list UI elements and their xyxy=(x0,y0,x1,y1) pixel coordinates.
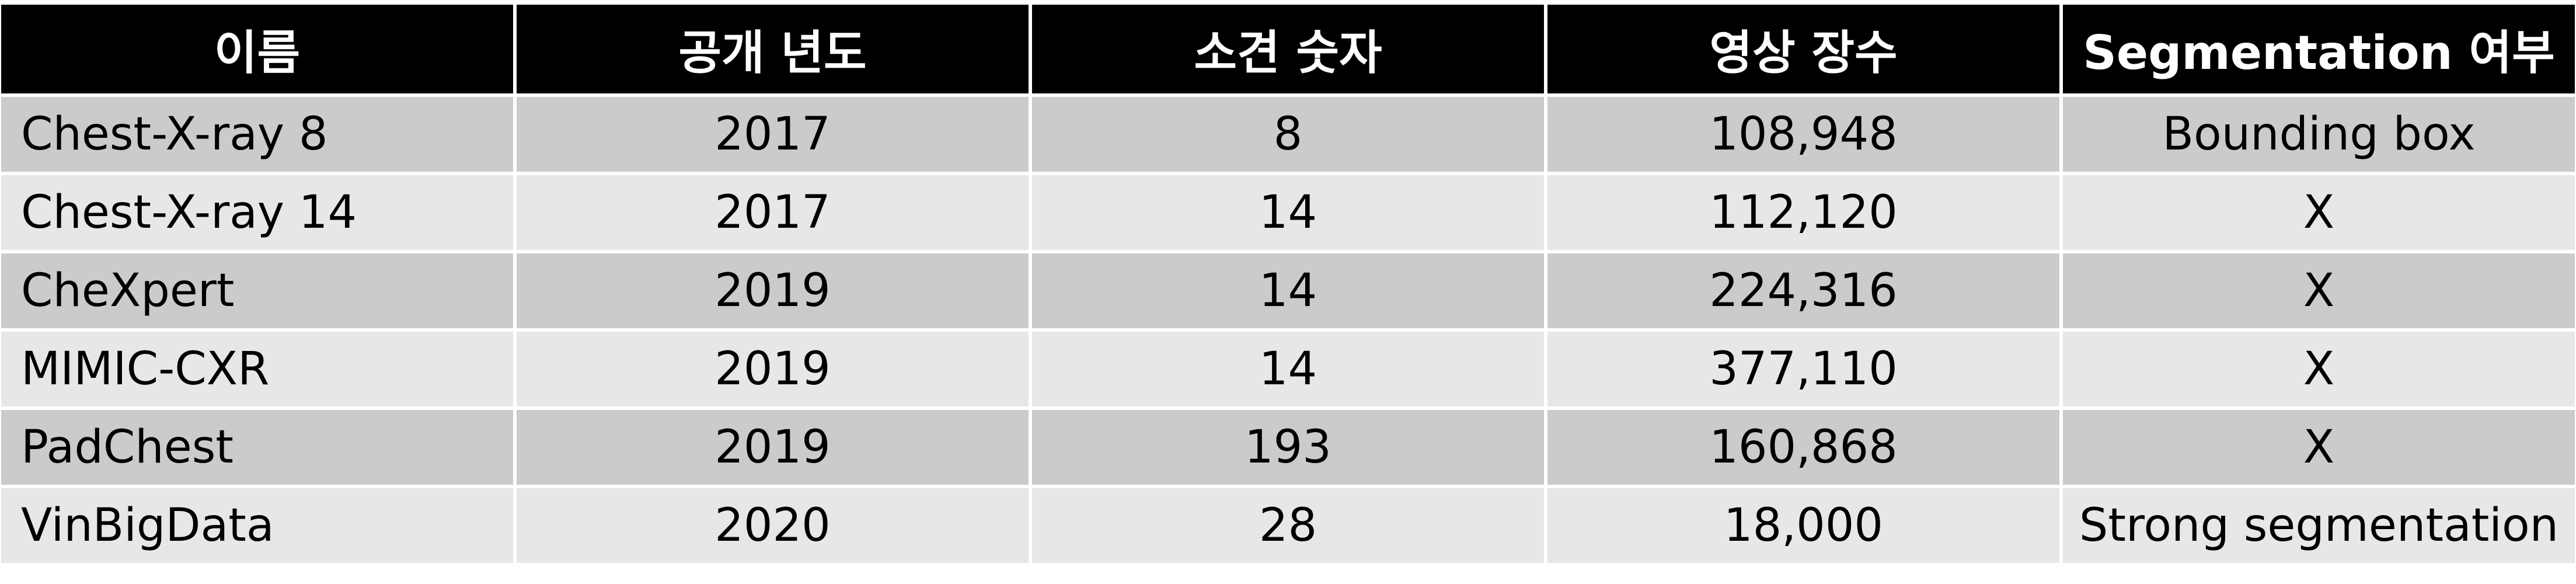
table-row: Chest-X-ray 14 2017 14 112,120 X xyxy=(1,175,2575,250)
header-finding-count: 소견 숫자 xyxy=(1032,5,1544,93)
cell-image-count: 18,000 xyxy=(1547,488,2059,563)
cell-release-year: 2020 xyxy=(517,488,1029,563)
cell-name: CheXpert xyxy=(1,253,513,328)
cell-segmentation: X xyxy=(2063,175,2575,250)
cell-image-count: 224,316 xyxy=(1547,253,2059,328)
cell-segmentation: X xyxy=(2063,332,2575,406)
table-row: CheXpert 2019 14 224,316 X xyxy=(1,253,2575,328)
table-header-row: 이름 공개 년도 소견 숫자 영상 장수 Segmentation 여부 xyxy=(1,5,2575,93)
cell-release-year: 2019 xyxy=(517,332,1029,406)
cell-release-year: 2019 xyxy=(517,253,1029,328)
cell-name: Chest-X-ray 8 xyxy=(1,97,513,172)
cell-segmentation: X xyxy=(2063,410,2575,485)
cell-finding-count: 28 xyxy=(1032,488,1544,563)
cell-segmentation: Strong segmentation xyxy=(2063,488,2575,563)
cell-release-year: 2017 xyxy=(517,97,1029,172)
table-row: PadChest 2019 193 160,868 X xyxy=(1,410,2575,485)
dataset-comparison-table: 이름 공개 년도 소견 숫자 영상 장수 Segmentation 여부 Che… xyxy=(0,1,2576,566)
header-release-year: 공개 년도 xyxy=(517,5,1029,93)
cell-segmentation: Bounding box xyxy=(2063,97,2575,172)
table-row: Chest-X-ray 8 2017 8 108,948 Bounding bo… xyxy=(1,97,2575,172)
table-row: MIMIC-CXR 2019 14 377,110 X xyxy=(1,332,2575,406)
header-name: 이름 xyxy=(1,5,513,93)
cell-image-count: 160,868 xyxy=(1547,410,2059,485)
cell-image-count: 108,948 xyxy=(1547,97,2059,172)
cell-image-count: 377,110 xyxy=(1547,332,2059,406)
cell-image-count: 112,120 xyxy=(1547,175,2059,250)
cell-finding-count: 14 xyxy=(1032,332,1544,406)
cell-finding-count: 193 xyxy=(1032,410,1544,485)
cell-finding-count: 14 xyxy=(1032,175,1544,250)
cell-name: VinBigData xyxy=(1,488,513,563)
table-row: VinBigData 2020 28 18,000 Strong segment… xyxy=(1,488,2575,563)
header-segmentation: Segmentation 여부 xyxy=(2063,5,2575,93)
cell-name: Chest-X-ray 14 xyxy=(1,175,513,250)
cell-name: PadChest xyxy=(1,410,513,485)
cell-finding-count: 8 xyxy=(1032,97,1544,172)
cell-segmentation: X xyxy=(2063,253,2575,328)
cell-finding-count: 14 xyxy=(1032,253,1544,328)
cell-release-year: 2019 xyxy=(517,410,1029,485)
cell-release-year: 2017 xyxy=(517,175,1029,250)
header-image-count: 영상 장수 xyxy=(1547,5,2059,93)
cell-name: MIMIC-CXR xyxy=(1,332,513,406)
